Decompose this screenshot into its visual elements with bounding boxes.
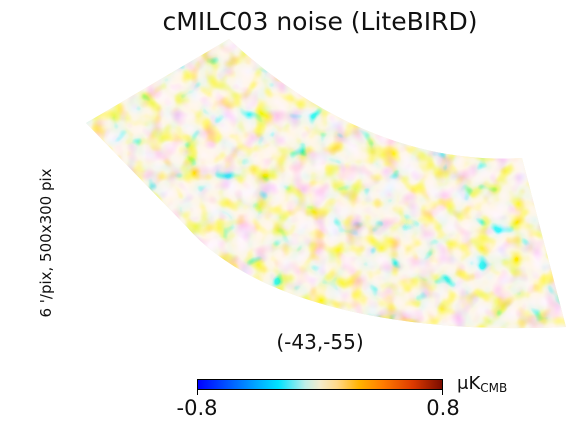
colorbar-unit: μKCMB — [457, 373, 507, 395]
unit-main: μK — [457, 373, 481, 394]
resolution-label: 6 '/pix, 500x300 pix — [37, 168, 55, 318]
map-title: cMILC03 noise (LiteBIRD) — [162, 7, 478, 36]
colorbar-max-tick — [442, 390, 443, 395]
center-coordinates: (-43,-55) — [276, 330, 364, 354]
colorbar — [197, 379, 443, 390]
colorbar-min-label: -0.8 — [176, 396, 218, 420]
noise-patch — [86, 39, 566, 329]
colorbar-min-tick — [197, 390, 198, 395]
unit-subscript: CMB — [480, 381, 508, 395]
colorbar-max-label: 0.8 — [426, 396, 460, 420]
